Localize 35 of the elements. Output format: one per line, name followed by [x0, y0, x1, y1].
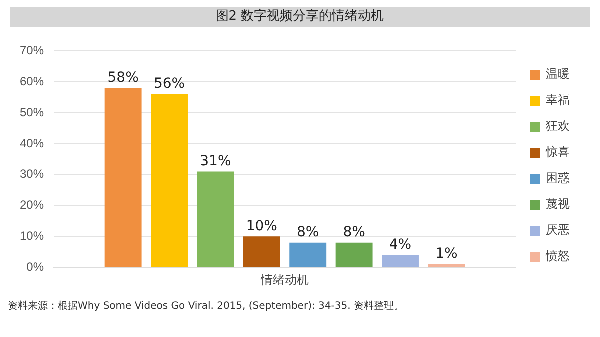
data-label: 10% — [246, 218, 278, 234]
y-tick-label: 40% — [20, 136, 44, 150]
data-label: 4% — [389, 236, 412, 253]
text: 资料来源：根据Why Some Videos Go Viral. 2015, (September): 34-35. 资料整理。 — [8, 300, 405, 313]
y-tick-label: 30% — [20, 167, 44, 182]
data-label: 8% — [297, 224, 320, 241]
bar — [151, 94, 188, 268]
y-tick-label: 10% — [20, 229, 44, 243]
legend-label: 困惑 — [546, 171, 570, 186]
bar — [197, 172, 234, 268]
y-tick-label: 50% — [20, 105, 44, 120]
legend-label: 惊喜 — [545, 145, 570, 160]
data-label: 31% — [200, 153, 232, 170]
bar — [428, 264, 466, 268]
y-tick-label: 60% — [20, 74, 44, 88]
legend-label: 幸福 — [546, 93, 570, 108]
bar — [382, 255, 419, 268]
legend-label: 厌恶 — [546, 223, 570, 238]
y-tick-label: 70% — [20, 44, 44, 58]
bar — [336, 242, 373, 268]
legend-label: 温暖 — [546, 67, 570, 82]
data-label: 1% — [436, 246, 458, 262]
bar — [290, 242, 327, 268]
chart-title: 图2 数字视频分享的情绪动机 — [10, 7, 590, 27]
data-label: 56% — [154, 76, 186, 92]
bar — [243, 236, 280, 268]
y-tick-label: 0% — [26, 260, 44, 274]
data-label: 58% — [108, 70, 139, 86]
y-tick-label: 20% — [20, 198, 44, 212]
data-label: 8% — [343, 224, 366, 241]
legend-label: 狂欢 — [546, 119, 570, 134]
x-tick-label: 情绪动机 — [260, 273, 310, 288]
bar — [104, 88, 142, 268]
legend-label: 蔑视 — [546, 197, 570, 212]
legend-label: 愤怒 — [545, 249, 570, 264]
